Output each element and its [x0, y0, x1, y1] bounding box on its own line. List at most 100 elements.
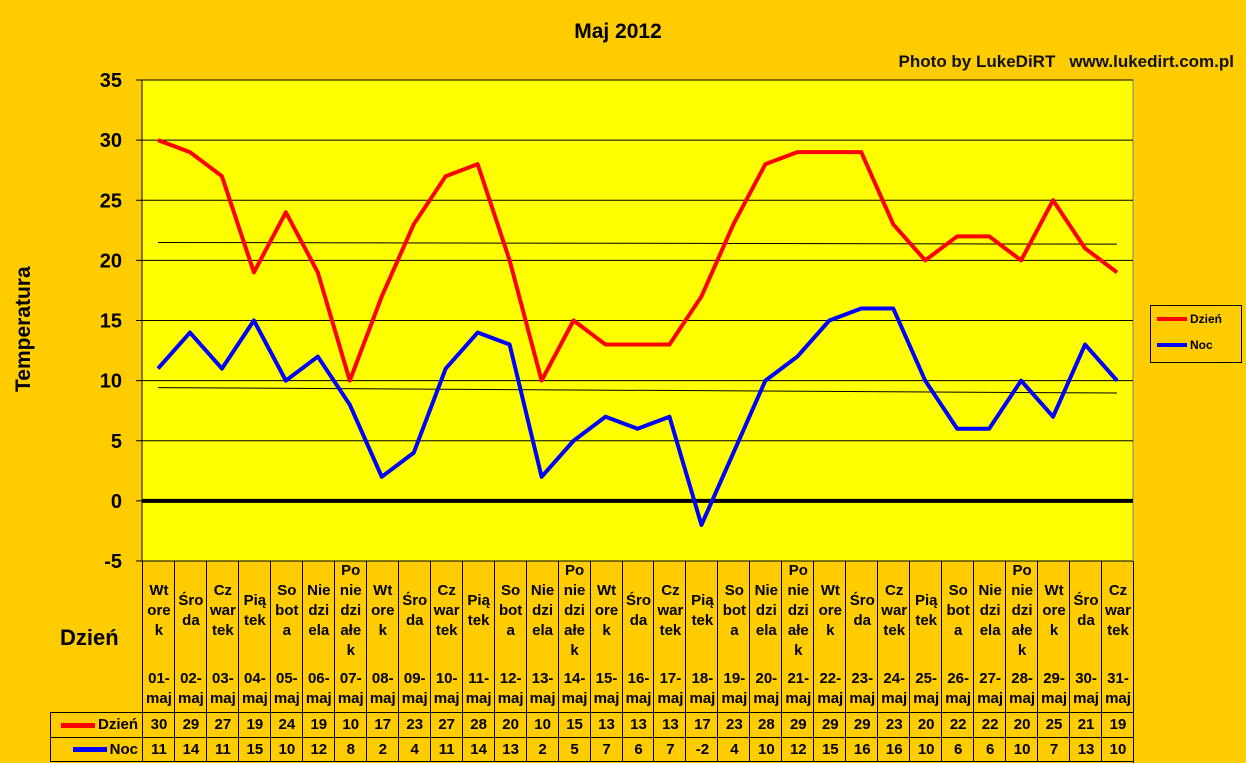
watermark: Photo by LukeDiRT www.lukedirt.com.pl	[899, 50, 1234, 73]
date-label: 19- maj	[717, 661, 750, 712]
legend-swatch	[1157, 317, 1187, 321]
date-label: 12- maj	[493, 661, 527, 712]
table-value: 23	[877, 712, 911, 737]
y-tick-label: -5	[104, 551, 122, 573]
weekday-label: Nie dzi ela	[525, 561, 559, 661]
weekday-label: Śro da	[397, 561, 431, 661]
table-right-border	[1133, 561, 1134, 763]
weekday-label: Pią tek	[685, 561, 718, 661]
table-value: 17	[365, 712, 399, 737]
y-tick-label: 10	[100, 371, 122, 393]
table-value: 13	[653, 712, 687, 737]
legend-label: Noc	[1190, 338, 1213, 352]
y-tick-label: 25	[100, 190, 122, 212]
table-value: 13	[1069, 737, 1103, 762]
weekday-label: So bot a	[941, 561, 974, 661]
weekday-label: Pią tek	[461, 561, 495, 661]
date-label: 23- maj	[845, 661, 878, 712]
table-value: 10	[525, 712, 559, 737]
date-label: 01- maj	[142, 661, 175, 712]
series-swatch	[72, 747, 107, 752]
table-value: 28	[461, 712, 495, 737]
table-value: 20	[1005, 712, 1039, 737]
watermark-line2: www.lukedirt.com.pl	[1069, 52, 1234, 71]
table-value: 16	[877, 737, 911, 762]
weekday-label: Śro da	[1069, 561, 1102, 661]
table-value: 10	[909, 737, 943, 762]
table-value: 11	[429, 737, 463, 762]
table-value: 30	[142, 712, 175, 737]
weekday-label: Nie dzi ela	[301, 561, 335, 661]
weekday-label: Cz war tek	[653, 561, 686, 661]
table-value: 15	[557, 712, 591, 737]
legend-swatch	[1157, 343, 1187, 347]
weekday-label: Pią tek	[909, 561, 942, 661]
weekday-label: Nie dzi ela	[749, 561, 782, 661]
weekday-label: Po nie dzi ałe k	[557, 561, 591, 661]
weekday-label: Śro da	[621, 561, 655, 661]
weekday-label: Cz war tek	[877, 561, 910, 661]
weekday-label: Nie dzi ela	[973, 561, 1006, 661]
table-value: 12	[301, 737, 335, 762]
table-value: 20	[909, 712, 943, 737]
y-tick-label: 0	[111, 491, 122, 513]
date-label: 17- maj	[653, 661, 686, 712]
table-value: 16	[845, 737, 879, 762]
table-value: 10	[269, 737, 303, 762]
table-value: 7	[1037, 737, 1071, 762]
table-value: 13	[621, 712, 655, 737]
table-value: 4	[717, 737, 751, 762]
table-value: 24	[269, 712, 303, 737]
table-value: 2	[525, 737, 559, 762]
table-value: 23	[397, 712, 431, 737]
y-tick-label: 30	[100, 130, 122, 152]
date-label: 05- maj	[269, 661, 303, 712]
legend-item-noc: Noc	[1157, 338, 1213, 352]
table-value: 13	[589, 712, 623, 737]
table-value: 4	[397, 737, 431, 762]
table-value: -2	[685, 737, 719, 762]
table-value: 6	[973, 737, 1007, 762]
series-name: Noc	[109, 740, 138, 758]
weekday-label: Po nie dzi ałe k	[1005, 561, 1038, 661]
y-tick-label: 35	[100, 70, 122, 92]
y-tick-label: 20	[100, 250, 122, 272]
date-label: 27- maj	[973, 661, 1006, 712]
table-value: 27	[429, 712, 463, 737]
date-label: 24- maj	[877, 661, 910, 712]
date-label: 06- maj	[301, 661, 335, 712]
weekday-label: Po nie dzi ałe k	[781, 561, 814, 661]
table-value: 11	[142, 737, 175, 762]
table-value: 25	[1037, 712, 1071, 737]
weekday-label: So bot a	[493, 561, 527, 661]
table-value: 19	[237, 712, 271, 737]
date-label: 21- maj	[781, 661, 814, 712]
table-value: 22	[941, 712, 975, 737]
table-value: 27	[205, 712, 239, 737]
weekday-label: Wt ore k	[365, 561, 399, 661]
table-value: 19	[301, 712, 335, 737]
date-label: 18- maj	[685, 661, 718, 712]
date-label: 22- maj	[813, 661, 846, 712]
weekday-label: So bot a	[717, 561, 750, 661]
date-label: 03- maj	[205, 661, 239, 712]
weekday-label: Wt ore k	[813, 561, 846, 661]
table-value: 7	[653, 737, 687, 762]
table-value: 15	[237, 737, 271, 762]
y-tick-label: 5	[111, 431, 122, 453]
date-label: 20- maj	[749, 661, 782, 712]
date-label: 14- maj	[557, 661, 591, 712]
date-label: 11- maj	[461, 661, 495, 712]
table-value: 5	[557, 737, 591, 762]
date-label: 31- maj	[1101, 661, 1134, 712]
date-label: 28- maj	[1005, 661, 1038, 712]
table-row-header-dzien: Dzień	[50, 712, 142, 737]
table-value: 6	[621, 737, 655, 762]
weekday-label: Wt ore k	[142, 561, 175, 661]
legend-label: Dzień	[1190, 312, 1223, 326]
date-label: 29- maj	[1037, 661, 1070, 712]
table-value: 21	[1069, 712, 1103, 737]
weekday-label: Śro da	[845, 561, 878, 661]
table-value: 29	[781, 712, 815, 737]
